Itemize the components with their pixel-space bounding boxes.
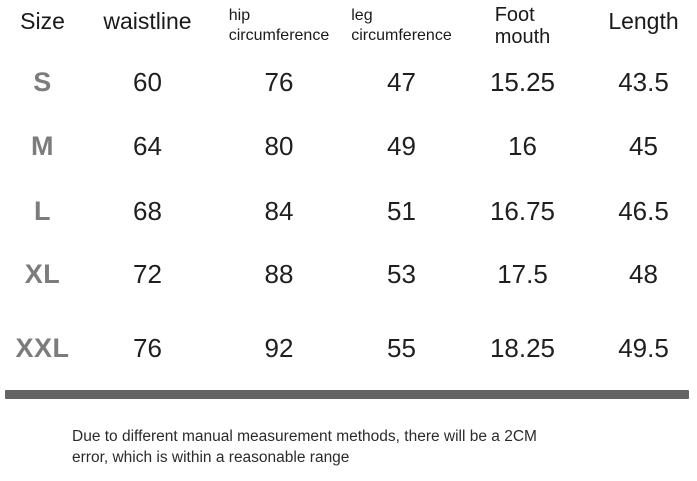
table-cell-m-leg: 49 — [387, 131, 416, 161]
table-cell-xxl-leg: 55 — [387, 333, 416, 363]
table-cell-s-leg: 47 — [387, 67, 416, 97]
size-chart-page: Size waistline hip circumference leg cir… — [5, 0, 697, 468]
table-cell-s-foot: 15.25 — [489, 67, 556, 97]
table-cell-m-waistline: 64 — [133, 131, 162, 161]
note-line-2: error, which is within a reasonable rang… — [72, 449, 350, 466]
table-cell-s-length: 43.5 — [618, 67, 669, 97]
header-foot-line1: Foot — [494, 4, 535, 26]
size-label-m: M — [31, 131, 54, 161]
table-cell-s-hip: 76 — [264, 67, 294, 97]
table-cell-xl-waistline: 72 — [133, 259, 162, 289]
header-leg-line2: circumference — [351, 27, 452, 44]
column-header-size: Size — [20, 8, 65, 34]
size-label-xxl: XXL — [15, 333, 70, 363]
size-label-xl: XL — [24, 259, 61, 289]
table-cell-l-hip: 84 — [264, 195, 294, 226]
table-cell-xl-leg: 53 — [387, 259, 416, 289]
column-header-leg-circumference: leg circumference — [348, 0, 455, 52]
header-leg-line1: leg — [351, 7, 373, 25]
table-cell-m-foot: 16 — [508, 131, 537, 161]
table-cell-l-waistline: 68 — [133, 195, 162, 226]
table-cell-xl-hip: 88 — [264, 259, 294, 289]
table-cell-xxl-waistline: 76 — [133, 333, 162, 363]
header-foot-line2: mouth — [494, 26, 551, 48]
size-label-s: S — [33, 67, 52, 97]
divider-bar — [5, 390, 689, 399]
size-label-l: L — [34, 195, 51, 226]
table-cell-xxl-hip: 92 — [264, 333, 294, 363]
table-cell-xl-foot: 17.5 — [497, 259, 548, 289]
column-header-foot-mouth: Foot mouth — [455, 0, 590, 52]
table-cell-xxl-foot: 18.25 — [489, 333, 556, 363]
note-line-1: Due to different manual measurement meth… — [72, 428, 537, 445]
table-cell-s-waistline: 60 — [133, 67, 162, 97]
measurement-note: Due to different manual measurement meth… — [72, 426, 697, 468]
table-cell-m-length: 45 — [629, 131, 658, 161]
table-cell-m-hip: 80 — [264, 131, 294, 161]
size-table: Size waistline hip circumference leg cir… — [15, 0, 679, 363]
table-cell-xl-length: 48 — [629, 259, 658, 289]
table-cell-l-foot: 16.75 — [489, 195, 556, 226]
column-header-waistline: waistline — [103, 8, 192, 34]
table-cell-xxl-length: 49.5 — [618, 333, 669, 363]
header-hip-line2: circumference — [228, 27, 330, 44]
column-header-length: Length — [608, 8, 679, 34]
table-cell-l-leg: 51 — [387, 195, 416, 226]
column-header-hip-circumference: hip circumference — [210, 0, 348, 52]
table-cell-l-length: 46.5 — [618, 195, 669, 226]
header-hip-line1: hip — [228, 7, 251, 25]
